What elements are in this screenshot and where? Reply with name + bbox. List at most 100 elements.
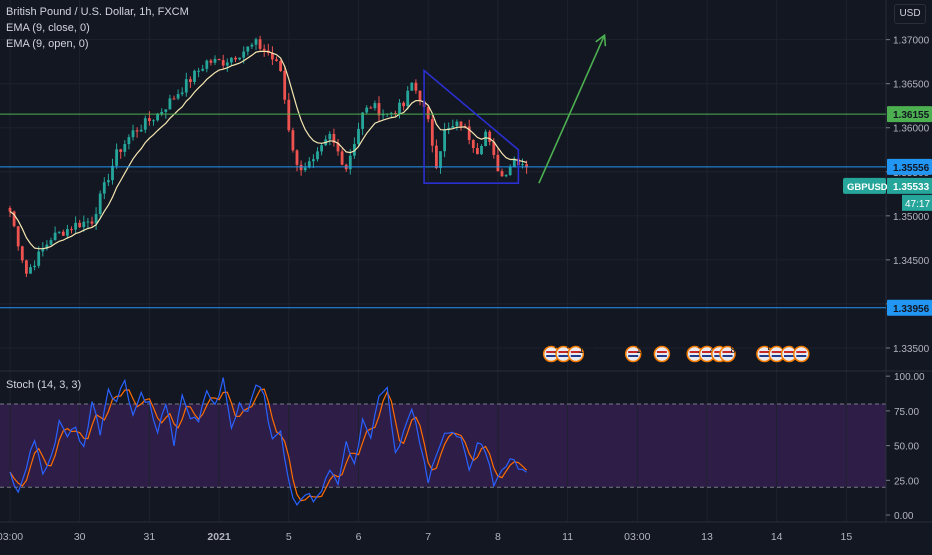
flag-stripe bbox=[702, 355, 712, 357]
candle-body bbox=[107, 180, 110, 183]
candle-body bbox=[172, 98, 176, 100]
ema-open-legend[interactable]: EMA (9, open, 0) bbox=[6, 38, 89, 50]
flag-stripe bbox=[546, 355, 557, 357]
candle-body bbox=[238, 57, 241, 60]
event-flag-icon[interactable]: 102 bbox=[567, 345, 594, 363]
time-axis-label: 15 bbox=[841, 531, 853, 543]
candle-body bbox=[316, 151, 319, 160]
flag-icon bbox=[567, 345, 585, 363]
candle-body bbox=[184, 79, 188, 93]
candle-body bbox=[205, 60, 209, 69]
event-flag-icon[interactable] bbox=[793, 345, 810, 363]
price-axis-label: 1.33500 bbox=[893, 344, 930, 355]
candle-body bbox=[8, 208, 12, 212]
candle-body bbox=[389, 112, 393, 114]
current-price-text: 1.35533 bbox=[893, 182, 930, 193]
candle-body bbox=[53, 232, 57, 241]
event-flag-icon[interactable]: 8 bbox=[719, 345, 736, 363]
symbol-label[interactable] bbox=[843, 177, 886, 194]
candle-body bbox=[111, 165, 114, 181]
time-axis-label: 14 bbox=[771, 531, 783, 543]
candle-body bbox=[156, 114, 159, 121]
time-axis-label: 11 bbox=[562, 531, 573, 543]
event-flag-icon[interactable]: 15 bbox=[624, 345, 647, 363]
candle-body bbox=[86, 221, 90, 223]
grid bbox=[0, 0, 886, 522]
candle-body bbox=[57, 231, 61, 233]
level-price-label[interactable] bbox=[887, 299, 932, 316]
candle-body bbox=[414, 82, 418, 91]
price-axis[interactable]: 1.370001.365001.360001.355001.350001.345… bbox=[886, 36, 932, 355]
candle-body bbox=[16, 226, 20, 247]
candle-body bbox=[525, 164, 528, 168]
stoch-legend[interactable]: Stoch (14, 3, 3) bbox=[6, 379, 82, 391]
candle-body bbox=[193, 70, 196, 83]
arrow-line[interactable] bbox=[538, 34, 606, 184]
time-axis-label: 13 bbox=[701, 531, 713, 543]
current-price-label[interactable] bbox=[887, 177, 932, 194]
event-flag-icon[interactable] bbox=[653, 345, 671, 363]
candle-body bbox=[504, 175, 508, 177]
ema-close-legend[interactable]: EMA (9, close, 0) bbox=[6, 22, 90, 34]
price-axis-label: 1.36000 bbox=[893, 124, 930, 135]
flag-stripe bbox=[759, 351, 770, 353]
stoch-axis[interactable]: 100.00 75.00 50.00 25.00 0.00 bbox=[886, 372, 925, 522]
candle-body bbox=[234, 57, 237, 60]
candle-body bbox=[78, 222, 82, 228]
flag-stripe bbox=[558, 351, 569, 353]
candle-body bbox=[459, 121, 463, 127]
candle-body bbox=[332, 133, 336, 143]
currency-button[interactable]: USD bbox=[894, 4, 926, 24]
candle-body bbox=[66, 229, 69, 236]
price-axis-label: 1.35000 bbox=[893, 212, 930, 223]
flag-stripe bbox=[628, 355, 639, 357]
candle-body bbox=[41, 248, 45, 252]
triangle-drawing[interactable] bbox=[423, 68, 520, 184]
candle-body bbox=[209, 60, 213, 63]
flag-stripe bbox=[714, 351, 725, 353]
candle-body bbox=[123, 144, 127, 152]
flag-stripe bbox=[628, 351, 639, 353]
candle-body bbox=[275, 59, 278, 62]
flag-stripe bbox=[689, 355, 700, 357]
candle-body bbox=[471, 140, 475, 149]
flag-stripe bbox=[689, 351, 700, 353]
candle-body bbox=[455, 121, 459, 127]
candle-body bbox=[168, 98, 172, 110]
candle-body bbox=[213, 58, 217, 63]
flag-stripe bbox=[558, 355, 569, 357]
candle-body bbox=[176, 94, 180, 99]
flag-icon bbox=[793, 345, 810, 363]
candle-body bbox=[480, 146, 483, 155]
time-axis-label: 8 bbox=[495, 531, 501, 543]
candle-body bbox=[467, 126, 471, 141]
candle-body bbox=[484, 131, 487, 147]
candle-body bbox=[410, 82, 414, 91]
stoch-axis-label: 50.00 bbox=[894, 442, 919, 453]
level-price-label[interactable] bbox=[887, 106, 932, 123]
candle-body bbox=[439, 151, 442, 169]
candle-body bbox=[225, 62, 229, 66]
time-axis[interactable]: 03:00 30 31 2021 5 6 7 8 11 03:00 13 14 15 bbox=[0, 531, 852, 543]
level-price-text: 1.36155 bbox=[893, 110, 930, 121]
level-price-label[interactable] bbox=[887, 158, 932, 175]
candle-body bbox=[61, 231, 65, 236]
candle-body bbox=[492, 141, 496, 155]
candle-body bbox=[230, 57, 233, 63]
candle-body bbox=[435, 145, 438, 169]
candle-body bbox=[443, 129, 446, 152]
time-axis-label: 30 bbox=[74, 531, 86, 543]
candle-body bbox=[258, 39, 262, 49]
flag-stripe bbox=[784, 351, 794, 353]
countdown-label bbox=[902, 194, 932, 211]
candle-body bbox=[217, 58, 221, 61]
stoch-band bbox=[0, 403, 886, 488]
time-axis-label: 03:00 bbox=[0, 531, 23, 543]
candle-body bbox=[398, 102, 401, 115]
candle-body bbox=[476, 148, 479, 155]
candle-body bbox=[25, 260, 28, 274]
time-axis-label: 6 bbox=[356, 531, 362, 543]
candle-body bbox=[119, 149, 123, 152]
